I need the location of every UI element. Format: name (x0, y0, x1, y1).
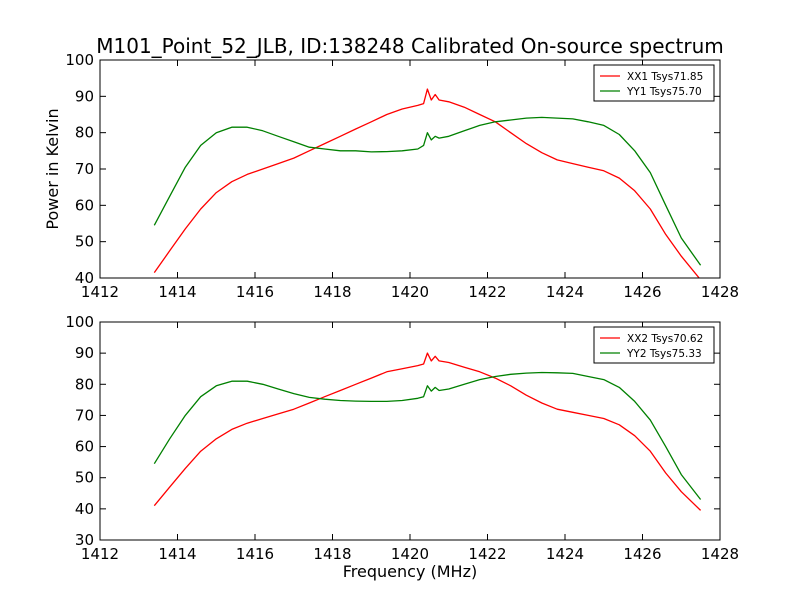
legend: XX2 Tsys70.62 YY2 Tsys75.33 (593, 326, 715, 364)
x-tick-label: 1422 (468, 283, 506, 301)
x-tick-label: 1418 (313, 545, 351, 563)
plot-panels: 1412 1414 1416 1418 1420 1422 1424 1426 1428 40 50… (65, 51, 739, 563)
legend-box (593, 64, 715, 102)
figure-title: M101_Point_52_JLB, ID:138248 Calibrated … (96, 34, 724, 58)
x-tick-label: 1418 (313, 283, 351, 301)
y-tick-label: 40 (75, 269, 94, 287)
x-tick-label: 1412 (81, 545, 119, 563)
legend-label: XX1 Tsys71.85 (627, 71, 703, 83)
y-tick-label: 90 (75, 344, 94, 362)
y-tick-label: 80 (75, 124, 94, 142)
legend-box (593, 326, 715, 364)
x-tick-label: 1428 (701, 545, 739, 563)
x-tick-label: 1414 (158, 545, 196, 563)
y-tick-label: 50 (75, 469, 94, 487)
y-axis-label: Power in Kelvin (43, 108, 62, 229)
legend-label: YY2 Tsys75.33 (626, 348, 702, 360)
y-tick-label: 100 (65, 51, 94, 69)
y-tick-label: 60 (75, 196, 94, 214)
y-tick-label: 80 (75, 375, 94, 393)
x-tick-label: 1428 (701, 283, 739, 301)
y-tick-label: 70 (75, 406, 94, 424)
y-tick-label: 90 (75, 87, 94, 105)
panel-2: 1412 1414 1416 1418 1420 1422 1424 1426 1428 30 40… (65, 313, 739, 563)
x-tick-label: 1424 (546, 545, 584, 563)
x-tick-label: 1424 (546, 283, 584, 301)
legend-label: XX2 Tsys70.62 (627, 333, 703, 345)
x-tick-label: 1416 (236, 283, 274, 301)
x-tick-label: 1426 (623, 545, 661, 563)
x-tick-label: 1420 (391, 545, 429, 563)
y-tick-label: 30 (75, 531, 94, 549)
y-tick-label: 100 (65, 313, 94, 331)
x-tick-label: 1422 (468, 545, 506, 563)
y-tick-label: 70 (75, 160, 94, 178)
y-tick-label: 50 (75, 233, 94, 251)
y-tick-label: 60 (75, 438, 94, 456)
series-line-xx1 (153, 88, 700, 278)
y-tick-label: 40 (75, 500, 94, 518)
series-line-yy1 (153, 116, 702, 266)
series-line-yy2 (153, 371, 702, 500)
legend: XX1 Tsys71.85 YY1 Tsys75.70 (593, 64, 715, 102)
x-tick-label: 1414 (158, 283, 196, 301)
legend-label: YY1 Tsys75.70 (626, 86, 702, 98)
panel-1: 1412 1414 1416 1418 1420 1422 1424 1426 1428 40 50… (65, 51, 739, 301)
x-tick-label: 1412 (81, 283, 119, 301)
x-tick-label: 1426 (623, 283, 661, 301)
x-tick-label: 1416 (236, 545, 274, 563)
series-line-xx2 (153, 352, 702, 511)
x-axis-label: Frequency (MHz) (343, 562, 477, 581)
x-tick-label: 1420 (391, 283, 429, 301)
